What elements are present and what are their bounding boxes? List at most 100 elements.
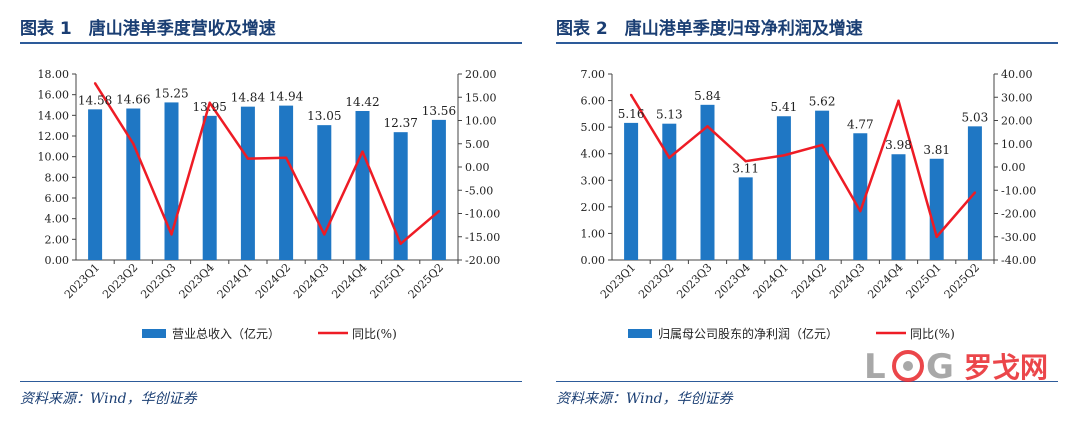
y-left-tick-label: 7.00	[581, 68, 606, 81]
y-right-tick-label: 20.00	[1001, 115, 1033, 128]
y-right-tick-label: 5.00	[465, 138, 490, 151]
bar	[662, 123, 677, 260]
x-tick-label: 2025Q2	[942, 261, 982, 301]
bar-data-label: 5.41	[771, 100, 798, 114]
chart-2-svg: 0.00 1.00 2.00 3.00 4.00 5.00 6.00 7.00 -40.00 -3…	[581, 68, 1037, 341]
yoy-line	[630, 94, 976, 238]
x-tick-label: 2024Q4	[329, 261, 369, 301]
bar-data-label: 14.58	[78, 93, 112, 107]
watermark-letter-g: G	[926, 347, 954, 385]
bar-data-label: 13.05	[307, 109, 341, 123]
yoy-point	[935, 235, 938, 238]
y-left-tick-label: 4.00	[45, 213, 70, 226]
bar-data-label: 3.11	[732, 161, 759, 175]
chart-1-svg: 0.00 2.00 4.00 6.00 8.00 10.00 12.00 14.00 16.00…	[38, 68, 501, 341]
yoy-point	[782, 154, 786, 157]
y-left-tick-label: 2.00	[45, 233, 70, 246]
title-rule	[20, 42, 522, 44]
yoy-point	[973, 191, 977, 194]
bar-data-label: 3.81	[923, 143, 950, 157]
x-tick-label: 2023Q3	[138, 261, 178, 301]
yoy-point	[706, 125, 709, 128]
source-rule	[556, 381, 1058, 382]
y-right-tick-label: 40.00	[1001, 68, 1033, 81]
x-tick-label: 2024Q1	[751, 261, 791, 301]
bar	[624, 122, 639, 261]
y-right-tick-label: 20.00	[465, 68, 497, 81]
y-left-tick-label: 14.00	[38, 109, 70, 122]
yoy-point	[323, 233, 326, 236]
bar	[776, 116, 791, 261]
bar-data-label: 14.66	[116, 93, 150, 107]
x-tick-label: 2024Q3	[827, 261, 867, 301]
bar	[853, 133, 868, 260]
y-right-tick-label: -15.00	[465, 231, 500, 244]
legend-bar-label: 营业总收入（亿元）	[172, 326, 280, 341]
x-tick-label: 2025Q1	[904, 261, 944, 301]
x-tick-label: 2024Q1	[215, 261, 255, 301]
yoy-point	[93, 82, 97, 85]
source-note: 资料来源：Wind，华创证券	[20, 391, 197, 407]
bar-data-label: 5.16	[618, 107, 645, 121]
watermark-ring-1	[892, 350, 924, 382]
y-left-tick-label: 1.00	[581, 227, 606, 240]
bar	[815, 110, 830, 260]
legend-line-label: 同比(%)	[352, 327, 397, 341]
y-right-tick-label: -40.00	[1001, 254, 1036, 267]
bar	[126, 108, 141, 260]
bar	[700, 104, 715, 260]
x-tick-label: 2025Q2	[406, 261, 446, 301]
x-tick-label: 2024Q2	[253, 261, 293, 301]
chart-panel-2: 图表 2 唐山港单季度归母净利润及增速 0.00 1.00 2.00 3.00 4.00…	[556, 0, 1080, 421]
bar-data-label: 13.95	[193, 100, 227, 114]
x-tick-label: 2023Q3	[674, 261, 714, 301]
y-right-tick-label: 0.00	[465, 161, 490, 174]
y-right-tick-label: -20.00	[465, 254, 500, 267]
y-left-tick-label: 16.00	[38, 89, 70, 102]
y-left-tick-label: 4.00	[581, 148, 606, 161]
yoy-line	[94, 82, 440, 245]
bar-data-label: 14.42	[345, 95, 379, 109]
bar-data-label: 13.56	[422, 104, 456, 118]
legend-line-label: 同比(%)	[910, 327, 955, 341]
bar-data-label: 4.77	[847, 117, 874, 131]
bar	[88, 109, 103, 260]
x-tick-label: 2023Q2	[636, 261, 676, 301]
bar-data-label: 14.84	[231, 91, 266, 105]
y-left-tick-label: 0.00	[45, 254, 70, 267]
y-right-tick-label: -10.00	[1001, 184, 1036, 197]
y-left-tick-label: 12.00	[38, 130, 70, 143]
legend-bar-swatch	[628, 329, 652, 338]
yoy-point	[859, 209, 862, 213]
bar	[279, 105, 294, 260]
bar	[929, 158, 944, 260]
y-left-tick-label: 3.00	[581, 174, 606, 187]
y-left-tick-label: 6.00	[45, 192, 70, 205]
source-note: 资料来源：Wind，华创证券	[556, 391, 733, 407]
y-right-tick-label: -30.00	[1001, 231, 1036, 244]
bar	[891, 154, 906, 260]
bar-data-label: 5.03	[962, 110, 989, 124]
x-tick-label: 2023Q2	[100, 261, 140, 301]
legend-bar-label: 归属母公司股东的净利润（亿元）	[658, 326, 838, 341]
y-left-tick-label: 6.00	[581, 95, 606, 108]
bar-data-label: 5.13	[656, 108, 683, 122]
watermark-text: 罗戈网	[964, 351, 1048, 384]
y-right-tick-label: 10.00	[1001, 138, 1033, 151]
yoy-point	[668, 156, 671, 159]
bar	[393, 132, 408, 260]
bar	[317, 125, 332, 261]
x-tick-label: 2025Q1	[368, 261, 408, 301]
bar	[240, 106, 255, 260]
y-right-tick-label: -20.00	[1001, 208, 1036, 221]
yoy-point	[629, 93, 633, 97]
bar	[164, 102, 179, 260]
y-right-tick-label: 30.00	[1001, 91, 1033, 104]
x-tick-label: 2023Q4	[713, 261, 753, 301]
legend-bar-swatch	[142, 329, 166, 338]
watermark-letter-l: L	[864, 347, 886, 385]
bar-data-label: 5.84	[694, 89, 721, 103]
chart-panel-1: 图表 1 唐山港单季度营收及增速 0.00 2.00 4.00 6.00 8.00 10.…	[20, 0, 546, 421]
y-right-tick-label: 0.00	[1001, 161, 1026, 174]
x-tick-label: 2024Q4	[865, 261, 905, 301]
